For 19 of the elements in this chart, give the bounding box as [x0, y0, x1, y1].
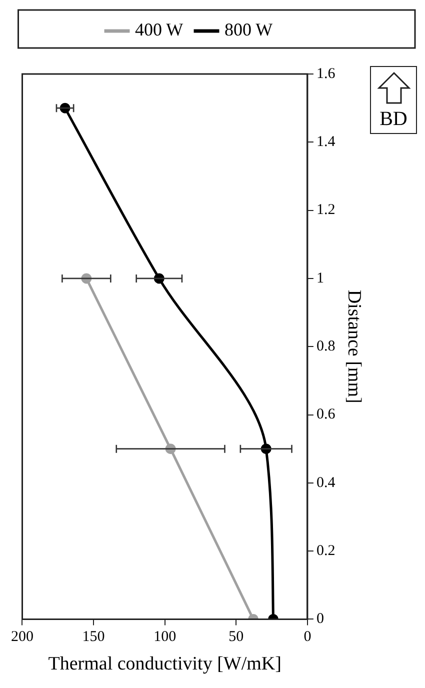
x-tick-label: 200 — [11, 629, 34, 646]
y-axis-title: Distance [mm] — [344, 290, 365, 404]
y-tick-label: 0.2 — [316, 542, 336, 559]
y-tick-label: 1.2 — [316, 202, 336, 218]
y-tick-label: 1.6 — [316, 66, 336, 82]
x-tick-label: 100 — [154, 629, 176, 646]
x-tick-label: 50 — [228, 629, 244, 646]
x-tick-label: 0 — [304, 629, 312, 646]
y-tick-label: 0.8 — [316, 338, 336, 355]
y-tick-label: 1 — [316, 270, 324, 286]
legend-label: 800 W — [224, 20, 273, 40]
y-tick-label: 1.4 — [316, 134, 336, 150]
x-axis-title: Thermal conductivity [W/mK] — [48, 654, 282, 675]
legend-label: 400 W — [135, 20, 184, 40]
x-tick-label: 150 — [82, 629, 105, 646]
y-tick-label: 0.4 — [316, 474, 336, 491]
direction-box: BD — [370, 66, 417, 134]
y-tick-label: 0.6 — [316, 406, 336, 423]
y-tick-label: 0 — [316, 611, 324, 628]
